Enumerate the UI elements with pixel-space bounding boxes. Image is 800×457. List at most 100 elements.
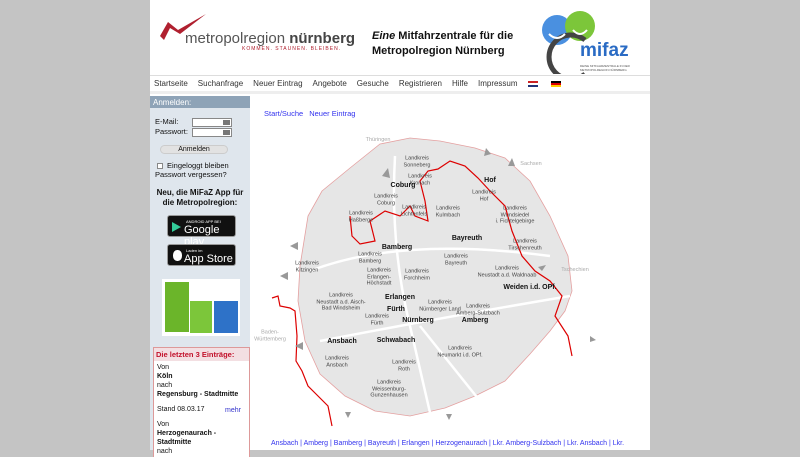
remember-label: Eingeloggt bleiben [167, 161, 229, 170]
map-label[interactable]: Schwabach [376, 336, 416, 344]
map-label[interactable]: Baden- Württemberg [254, 329, 286, 343]
google-play-small: ANDROID APP BEI [186, 219, 221, 224]
arrow-icon [446, 414, 452, 420]
more-link[interactable]: mehr [225, 407, 241, 414]
border-west [271, 295, 333, 427]
password-manager-icon [223, 130, 230, 135]
arrow-icon [508, 158, 515, 166]
map-label[interactable]: Landkreis Sonneberg [403, 155, 431, 169]
app-store-small: Laden im [186, 248, 203, 253]
mifaz-smiley-logo [542, 11, 595, 74]
flyer-image[interactable] [162, 279, 240, 336]
map-region-area [297, 137, 573, 417]
map-label[interactable]: Landkreis Haßberge [348, 210, 374, 224]
nav-impressum[interactable]: Impressum [477, 79, 518, 88]
arrow-icon [484, 148, 491, 156]
map-label[interactable]: Landkreis Neumarkt i.d. OPf. [437, 345, 483, 359]
entry-von: Von [157, 364, 170, 371]
map-label[interactable]: Landkreis Erlangen- Höchstadt [366, 267, 392, 287]
forgot-password-link[interactable]: Passwort vergessen? [155, 170, 227, 179]
entry-nach: nach [157, 382, 173, 389]
main-nav: Startseite Suchanfrage Neuer Eintrag Ang… [150, 75, 650, 94]
breadcrumb-neuer-eintrag[interactable]: Neuer Eintrag [309, 109, 356, 118]
map-label[interactable]: Landkreis Amberg-Sulzbach [456, 303, 500, 317]
map-label[interactable]: Fürth [387, 305, 405, 313]
map-label[interactable]: Landkreis Fürth [365, 313, 389, 327]
map-label[interactable]: Weiden i.d. OPf. [503, 283, 557, 291]
nav-neuer-eintrag[interactable]: Neuer Eintrag [253, 79, 303, 88]
map-label[interactable]: Landkreis Bayreuth [444, 253, 468, 267]
tagline: Eine Mitfahrzentrale für die Metropolregi… [372, 29, 513, 59]
map-label[interactable]: Coburg [390, 181, 416, 189]
nav-gesuche[interactable]: Gesuche [356, 79, 389, 88]
map-label[interactable]: Landkreis Coburg [374, 193, 398, 207]
email-field[interactable] [192, 118, 232, 127]
map-label[interactable]: Landkreis Ansbach [325, 355, 349, 369]
recent-entries-box: Die letzten 3 Einträge: Von Köln nach Re… [153, 347, 250, 457]
arrow-icon [290, 242, 298, 250]
map-label[interactable]: Hof [484, 176, 496, 184]
map-label[interactable]: Landkreis Forchheim [404, 268, 430, 282]
header: metropolregion nürnberg KOMMEN. STAUNEN.… [150, 0, 650, 75]
map-label[interactable]: Landkreis Kronach [408, 173, 432, 187]
nav-registrieren[interactable]: Registrieren [398, 79, 442, 88]
map-label[interactable]: Landkreis Lichtenfels [400, 204, 428, 218]
nav-suchanfrage[interactable]: Suchanfrage [197, 79, 244, 88]
map-label[interactable]: Landkreis Kulmbach [435, 205, 461, 219]
entry-von: Von [157, 421, 170, 428]
map-label[interactable]: Thüringen [365, 136, 391, 143]
map-label[interactable]: Landkreis Nürnberger Land [419, 299, 461, 313]
map-label[interactable]: Landkreis Bamberg [358, 251, 382, 265]
map-label[interactable]: Landkreis Wundsiedel i. Fichtelgebirge [495, 205, 535, 225]
breadcrumb-start-suche[interactable]: Start/Suche [264, 109, 304, 118]
map-label[interactable]: Landkreis Tirschenreuth [508, 238, 542, 252]
app-store-button[interactable]: Laden im App Store [167, 244, 236, 266]
arrow-icon [295, 342, 303, 350]
app-store-label: App Store [184, 253, 233, 265]
nav-startseite[interactable]: Startseite [154, 79, 188, 88]
german-flag-icon[interactable] [550, 80, 561, 87]
page: metropolregion nürnberg KOMMEN. STAUNEN.… [150, 0, 650, 457]
nav-hilfe[interactable]: Hilfe [451, 79, 468, 88]
map-label[interactable]: Landkreis Hof [472, 189, 496, 203]
map-label[interactable]: Nürnberg [402, 316, 434, 324]
nav-angebote[interactable]: Angebote [312, 79, 347, 88]
region-map[interactable] [250, 96, 650, 436]
direction-arrows [280, 148, 596, 420]
arrow-icon [538, 265, 546, 271]
metropolregion-logo[interactable]: metropolregion nürnberg [185, 30, 355, 47]
map-label[interactable]: Amberg [461, 316, 489, 324]
arrow-icon [382, 168, 390, 178]
google-play-icon [172, 222, 181, 232]
arrow-icon [590, 336, 596, 342]
map-label[interactable]: Landkreis Kitzingen [295, 260, 319, 274]
map-label[interactable]: Bayreuth [451, 234, 483, 242]
tagline-italic: Eine [372, 30, 396, 42]
arrow-icon [280, 272, 288, 280]
border-north-east [349, 160, 573, 357]
map-label[interactable]: Ansbach [327, 337, 357, 345]
tagline-rest: Mitfahrzentrale für die [395, 30, 514, 42]
entry-nach: nach [157, 448, 173, 455]
uk-flag-icon[interactable] [527, 80, 538, 87]
map-label[interactable]: Landkreis Neustadt a.d. Waldnaab [477, 265, 537, 279]
entry-from: Köln [157, 373, 173, 380]
map-label[interactable]: Sachsen [520, 160, 542, 167]
map-label[interactable]: Tschechien [561, 266, 589, 273]
city-links[interactable]: Ansbach | Amberg | Bamberg | Bayreuth | … [271, 440, 625, 447]
password-field[interactable] [192, 128, 232, 137]
login-button[interactable]: Anmelden [160, 145, 228, 154]
map-label[interactable]: Bamberg [381, 243, 413, 251]
logo-text: metropolregion [185, 30, 290, 47]
map-highways [309, 155, 571, 436]
remember-checkbox[interactable] [157, 162, 163, 169]
mifaz-logo-text: mifaz [580, 40, 629, 61]
google-play-button[interactable]: ANDROID APP BEI Google play [167, 215, 236, 248]
map-label[interactable]: Landkreis Roth [392, 359, 416, 373]
apple-icon [173, 250, 182, 261]
map-label[interactable]: Landkreis Weissenburg- Gunzenhausen [370, 379, 408, 399]
password-label: Passwort: [155, 127, 188, 136]
logo-text-bold: nürnberg [289, 30, 356, 47]
map-label[interactable]: Erlangen [385, 293, 415, 301]
map-label[interactable]: Landkreis Neustadt a.d. Aisch- Bad Winds… [316, 292, 366, 312]
